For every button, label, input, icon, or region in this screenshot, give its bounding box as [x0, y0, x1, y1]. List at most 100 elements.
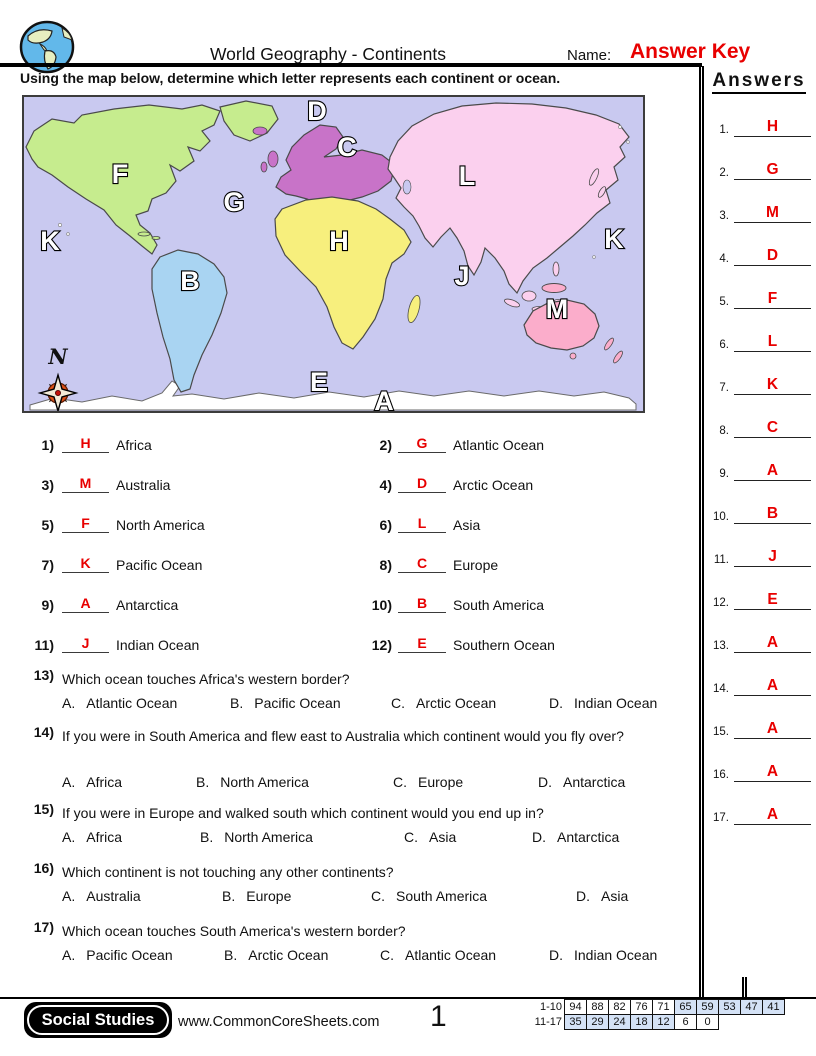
score-cell: 88 [586, 999, 609, 1015]
caribbean-islands [137, 231, 151, 237]
matching-item-2: 2) G Atlantic Ocean [340, 429, 544, 453]
option-a: A. Atlantic Ocean [62, 695, 178, 711]
world-map: N D C F L G K H K J B M E A [22, 95, 645, 417]
map-label-australia: M [546, 294, 569, 324]
answer-row-2: 2. G [705, 154, 811, 180]
option-d: D. Indian Ocean [549, 695, 658, 711]
matching-item-9: 9) A Antarctica [20, 589, 178, 613]
new-guinea-shape [541, 283, 567, 293]
matching-label: Africa [116, 437, 152, 453]
answer-blank: G [734, 160, 811, 180]
answer-row-5: 5. F [705, 283, 811, 309]
score-cell: 24 [608, 1014, 631, 1030]
matching-label: Pacific Ocean [116, 557, 203, 573]
answer-blank: A [734, 805, 811, 825]
answer-blank: G [398, 435, 446, 453]
score-cell: 94 [564, 999, 587, 1015]
question-number: 11) [34, 637, 54, 653]
score-cell: 82 [608, 999, 631, 1015]
question-text: If you were in South America and flew ea… [62, 728, 624, 744]
question-number: 6) [379, 517, 392, 533]
map-label-pacific-east: K [604, 224, 624, 254]
answer-row-17: 17. A [705, 799, 811, 825]
answer-row-14: 14. A [705, 670, 811, 696]
score-cell: 59 [696, 999, 719, 1015]
page-number: 1 [430, 1000, 447, 1033]
question-text: Which continent is not touching any othe… [62, 864, 394, 880]
score-cell: 71 [652, 999, 675, 1015]
question-number: 7) [41, 557, 54, 573]
madagascar-shape [407, 295, 421, 323]
answer-blank: A [62, 595, 109, 613]
caspian-sea [402, 179, 412, 195]
australia-shape [523, 299, 600, 351]
answer-row-12: 12. E [705, 584, 811, 610]
matching-item-5: 5) F North America [20, 509, 205, 533]
map-label-atlantic-ocean: G [223, 187, 244, 217]
answer-row-6: 6. L [705, 326, 811, 352]
answer-blank: K [62, 555, 109, 573]
matching-label: Europe [453, 557, 499, 573]
pacific-islet [58, 223, 62, 227]
answer-blank: A [734, 461, 811, 481]
question-number: 10) [371, 597, 392, 613]
pacific-islet4 [626, 140, 630, 144]
question-number: 12) [371, 637, 392, 653]
score-row-1: 1-10 94 88 82 76 71 65 59 53 47 41 [528, 999, 785, 1015]
question-number: 16) [33, 860, 54, 876]
question-number: 15) [33, 801, 54, 817]
answer-blank: K [734, 375, 811, 395]
answers-heading: Answers [704, 70, 814, 94]
option-d: D. Antarctica [538, 774, 626, 790]
score-cell: 0 [696, 1014, 719, 1030]
matching-item-7: 7) K Pacific Ocean [20, 549, 202, 573]
score-cell: 41 [762, 999, 785, 1015]
answer-blank: D [398, 475, 446, 493]
answer-blank: C [734, 418, 811, 438]
africa-shape [274, 196, 412, 350]
map-label-southern-ocean: E [310, 367, 328, 397]
answers-column-divider [699, 66, 704, 997]
globe-icon [19, 20, 75, 74]
new-zealand-south [613, 350, 623, 364]
answer-row-1: 1. H [705, 111, 811, 137]
matching-item-3: 3) M Australia [20, 469, 170, 493]
map-label-antarctica: A [374, 386, 394, 411]
matching-item-12: 12) E Southern Ocean [340, 629, 555, 653]
map-label-north-america: F [112, 159, 129, 189]
answer-key-text: Answer Key [630, 40, 751, 63]
answer-blank: H [734, 117, 811, 137]
option-b: B. Arctic Ocean [224, 947, 329, 963]
answer-row-3: 3. M [705, 197, 811, 223]
score-cell: 18 [630, 1014, 653, 1030]
answer-blank: A [734, 633, 811, 653]
page-title: World Geography - Continents [209, 44, 447, 64]
caribbean-islands2 [151, 236, 161, 240]
question-number: 14) [33, 724, 54, 740]
footer-column-divider [742, 977, 747, 998]
instruction-text: Using the map below, determine which let… [20, 70, 561, 86]
answer-blank: L [398, 515, 446, 533]
question-number: 3) [41, 477, 54, 493]
ireland-shape [260, 161, 268, 173]
answer-row-16: 16. A [705, 756, 811, 782]
japan-shape [588, 168, 600, 186]
score-table: 1-10 94 88 82 76 71 65 59 53 47 41 11-17… [528, 999, 785, 1030]
answer-blank: F [62, 515, 109, 533]
subject-badge: Social Studies [24, 1002, 172, 1038]
question-number: 2) [379, 437, 392, 453]
matching-label: Atlantic Ocean [453, 437, 545, 453]
matching-label: Antarctica [116, 597, 179, 613]
map-label-asia: L [459, 161, 476, 191]
name-label: Name: [567, 47, 612, 64]
asia-shape [387, 102, 630, 295]
answer-row-15: 15. A [705, 713, 811, 739]
question-number: 9) [41, 597, 54, 613]
matching-label: South America [453, 597, 545, 613]
option-b: B. North America [196, 774, 309, 790]
question-number: 1) [41, 437, 54, 453]
answer-row-13: 13. A [705, 627, 811, 653]
borneo-shape [521, 290, 537, 302]
answer-blank: D [734, 246, 811, 266]
